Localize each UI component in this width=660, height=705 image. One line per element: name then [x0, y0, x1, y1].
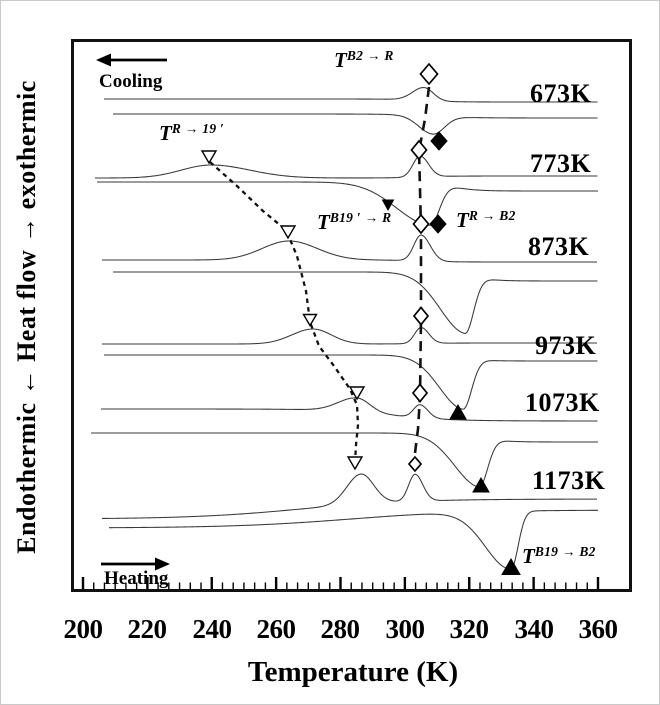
dsc-curve-heat-1173	[108, 509, 599, 570]
curve-label-1173k: 1173K	[532, 466, 606, 495]
annotation-base: T	[522, 544, 535, 568]
curve-label-873k: 873K	[528, 232, 590, 261]
filled-diamond-marker	[430, 131, 448, 151]
dsc-curve-cool-773	[95, 155, 598, 179]
r-19-dotted-trend-line	[209, 161, 360, 463]
heating-direction-label: Heating	[104, 568, 169, 589]
heating-arrow-head-icon	[155, 557, 170, 571]
x-axis-title: Temperature (K)	[247, 656, 459, 688]
x-tick-200: 200	[63, 614, 104, 644]
open-diamond-marker	[410, 139, 428, 161]
annotation-sup: B19 ′ → R	[329, 210, 392, 225]
x-tick-280: 280	[320, 614, 361, 644]
annotation-sup: R → B2	[468, 208, 516, 223]
open-triangle-down-marker	[279, 225, 297, 240]
curve-label-773k: 773K	[530, 149, 592, 178]
annotation-r-to-b2: TR → B2	[456, 208, 516, 233]
filled-diamond-marker	[429, 214, 447, 234]
curve-label-673k: 673K	[530, 79, 592, 108]
open-diamond-marker	[419, 62, 439, 86]
x-tick-340: 340	[514, 614, 555, 644]
y-axis-title: Endothermic ← Heat flow → exothermic	[12, 80, 41, 554]
dsc-curve-cool-973	[102, 326, 597, 345]
open-diamond-marker	[412, 306, 430, 326]
x-tick-220: 220	[127, 614, 168, 644]
dsc-curve-cool-1073	[101, 397, 598, 422]
filled-triangle-up-marker	[501, 558, 521, 575]
curve-label-1073k: 1073K	[525, 388, 600, 417]
annotation-base: T	[334, 48, 347, 72]
open-diamond-marker	[412, 213, 430, 235]
open-triangle-down-marker	[346, 456, 364, 471]
dsc-curve-cool-873	[102, 234, 597, 263]
x-tick-260: 260	[256, 614, 297, 644]
dsc-curve-heat-673	[113, 113, 598, 135]
x-tick-320: 320	[449, 614, 490, 644]
dsc-curve-cool-673	[104, 86, 598, 103]
dsc-curve-heat-873	[113, 271, 598, 334]
x-tick-240: 240	[192, 614, 233, 644]
dsc-curve-heat-973	[104, 354, 598, 410]
open-diamond-marker	[411, 383, 429, 403]
annotation-r-to-19: TR → 19 ′	[159, 121, 224, 146]
filled-triangle-up-marker	[449, 403, 467, 420]
cooling-arrow-head-icon	[96, 53, 111, 67]
open-diamond-marker	[407, 455, 423, 473]
curve-label-973k: 973K	[535, 331, 597, 360]
dsc-curve-heat-773	[97, 181, 598, 226]
dsc-curve-heat-1073	[91, 432, 598, 488]
annotation-sup: B19 → B2	[534, 544, 596, 559]
annotation-sup: B2 → R	[346, 48, 394, 63]
annotation-base: T	[159, 121, 172, 145]
annotation-base: T	[456, 208, 469, 232]
open-triangle-down-marker	[348, 386, 366, 401]
annotation-base: T	[317, 210, 330, 234]
x-tick-360: 360	[578, 614, 619, 644]
annotation-b19p-to-r: TB19 ′ → R	[317, 210, 391, 235]
plot-frame	[71, 39, 632, 592]
annotation-sup: R → 19 ′	[171, 121, 225, 136]
filled-triangle-up-marker	[472, 476, 490, 493]
x-tick-300: 300	[385, 614, 426, 644]
filled-triangle-down-marker	[381, 199, 395, 212]
cooling-direction-label: Cooling	[99, 71, 163, 92]
annotation-b19-to-b2: TB19 → B2	[522, 544, 596, 569]
annotation-b2-to-r: TB2 → R	[334, 48, 394, 73]
open-triangle-down-marker	[200, 150, 218, 165]
open-triangle-down-marker	[302, 313, 318, 327]
dsc-curve-cool-1173	[101, 473, 597, 520]
